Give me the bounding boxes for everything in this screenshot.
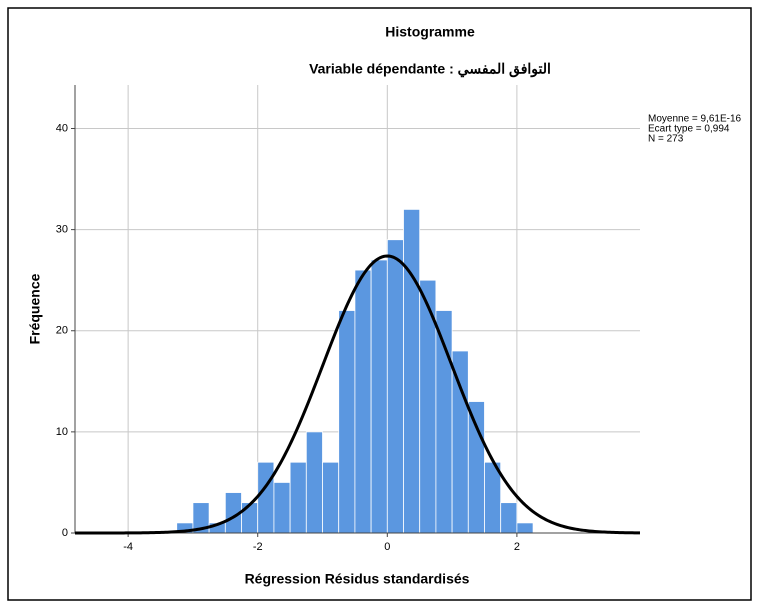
stat-label: Moyenne = 9,61E-16: [648, 114, 742, 125]
bar: [516, 522, 534, 534]
bar: [451, 350, 469, 534]
y-tick-label: 30: [56, 224, 68, 236]
x-tick-label: -2: [253, 541, 263, 553]
bar: [467, 401, 485, 534]
chart-title: Histogramme: [385, 24, 475, 40]
y-tick-label: 40: [56, 122, 68, 134]
y-axis-label: Fréquence: [27, 273, 43, 344]
bar: [338, 310, 356, 534]
bar: [386, 239, 404, 534]
chart-subtitle: Variable dépendante : التوافق المفسي: [309, 61, 551, 78]
stat-label: Ecart type = 0,994: [648, 124, 730, 135]
bar: [289, 461, 307, 534]
bar: [500, 502, 518, 534]
bar: [305, 431, 323, 534]
y-tick-label: 0: [62, 527, 68, 539]
normal-curve: [75, 254, 641, 535]
bar: [241, 502, 259, 534]
x-tick-label: 2: [514, 541, 520, 553]
x-axis-label: Régression Résidus standardisés: [245, 571, 470, 587]
x-tick-label: 0: [384, 541, 390, 553]
bar: [273, 482, 291, 534]
bar: [354, 269, 372, 534]
bar: [370, 259, 388, 534]
bar: [403, 208, 421, 534]
stat-label: N = 273: [648, 134, 684, 145]
y-tick-label: 20: [56, 325, 68, 337]
y-tick-label: 10: [56, 426, 68, 438]
x-tick-label: -4: [123, 541, 133, 553]
bar: [322, 461, 340, 534]
frame: [7, 7, 752, 601]
bar: [257, 461, 275, 534]
